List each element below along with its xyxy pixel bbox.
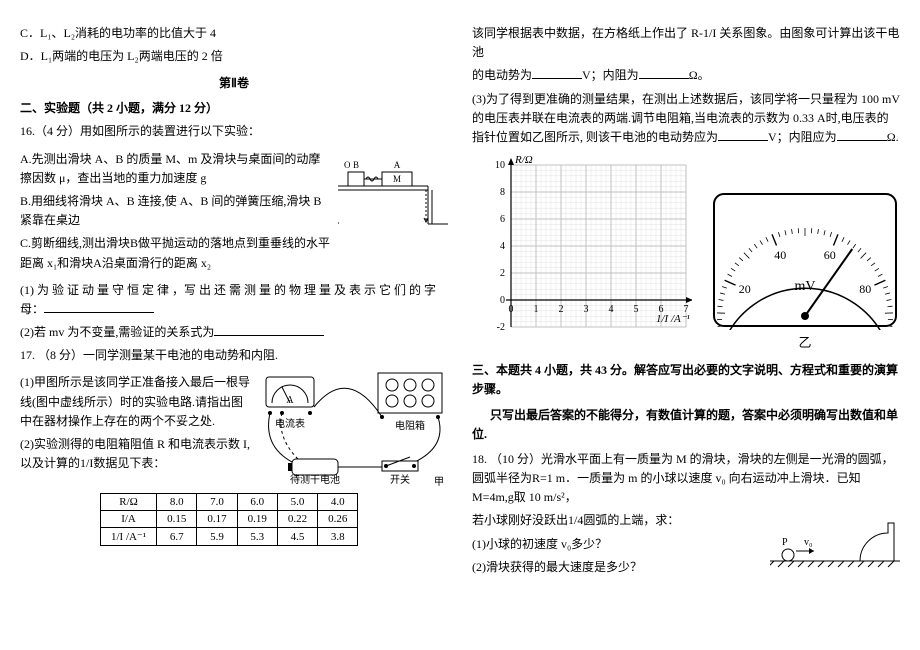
fig-q17-circuit: A 电流表 电阻箱 待测干电池 xyxy=(258,369,448,489)
svg-text:1: 1 xyxy=(534,304,539,315)
svg-text:开关: 开关 xyxy=(390,473,410,486)
svg-text:20: 20 xyxy=(739,282,751,296)
svg-text:-2: -2 xyxy=(497,322,505,333)
q16-b: B.用细线将滑块 A、B 连接,使 A、B 间的弹簧压缩,滑块 B 紧靠在桌边 xyxy=(20,192,330,230)
svg-text:4: 4 xyxy=(609,304,614,315)
q18-head: 18. （10 分）光滑水平面上有一质量为 M 的滑块，滑块的左侧是一光滑的圆弧… xyxy=(472,450,900,508)
svg-text:R/Ω: R/Ω xyxy=(514,154,533,166)
svg-text:电阻箱: 电阻箱 xyxy=(395,419,425,432)
svg-text:v₀: v₀ xyxy=(804,537,813,548)
q17-part3: (3)为了得到更准确的测量结果，在测出上述数据后，该同学将一只量程为 100 m… xyxy=(472,90,900,148)
label-B: B xyxy=(353,160,359,170)
svg-text:6: 6 xyxy=(500,214,505,225)
q16-c: C.剪断细线,测出滑块B做平抛运动的落地点到重垂线的水平距离 x₁和滑块A沿桌面… xyxy=(20,234,330,272)
svg-text:60: 60 xyxy=(824,248,836,262)
option-d: D．L₁两端的电压为 L₂两端电压的 2 倍 xyxy=(20,47,448,66)
table-row: I/A0.150.170.190.220.26 xyxy=(101,511,358,528)
svg-text:40: 40 xyxy=(774,248,786,262)
svg-text:10: 10 xyxy=(495,160,505,171)
svg-text:4: 4 xyxy=(500,241,505,252)
svg-text:8: 8 xyxy=(500,187,505,198)
q17-graph-blank: 的电动势为V；内阻为Ω。 xyxy=(472,66,900,85)
svg-text:3: 3 xyxy=(584,304,589,315)
svg-text:1/I /A⁻¹: 1/I /A⁻¹ xyxy=(656,313,690,325)
section-3-title: 三、本题共 4 小题，共 43 分。解答应写出必要的文字说明、方程式和重要的演算… xyxy=(472,361,900,399)
label-M: M xyxy=(393,174,401,184)
part2-title: 第Ⅱ卷 xyxy=(20,74,448,91)
table-row: 1/I /A⁻¹6.75.95.34.53.8 xyxy=(101,528,358,546)
svg-text:0: 0 xyxy=(509,304,514,315)
svg-text:2: 2 xyxy=(500,268,505,279)
q16-head: 16.（4 分）用如图所示的装置进行以下实验： xyxy=(20,122,448,141)
label-A: A xyxy=(394,160,401,170)
label-O: O xyxy=(344,160,351,170)
q16-a: A.先测出滑块 A、B 的质量 M、m 及滑块与桌面间的动摩擦因数 μ，查出当地… xyxy=(20,150,330,188)
fig-q18: P v₀ xyxy=(770,511,900,571)
svg-text:待测干电池: 待测干电池 xyxy=(290,473,340,486)
svg-text:甲: 甲 xyxy=(434,477,444,488)
svg-text:0: 0 xyxy=(500,295,505,306)
q17-data-table: R/Ω8.07.06.05.04.0I/A0.150.170.190.220.2… xyxy=(100,493,358,546)
section-2-title: 二、实验题（共 2 小题，满分 12 分） xyxy=(20,99,448,116)
table-row: R/Ω8.07.06.05.04.0 xyxy=(101,494,358,511)
q17-head: 17. （8 分）一同学测量某干电池的电动势和内阻. xyxy=(20,346,448,365)
svg-text:2: 2 xyxy=(559,304,564,315)
q16-part1: (1) 为 验 证 动 量 守 恒 定 律 ，写 出 还 需 测 量 的 物 理… xyxy=(20,281,448,319)
svg-text:电流表: 电流表 xyxy=(275,417,305,430)
q17-1: (1)甲图所示是该同学正准备接入最后一根导线(图中虚线所示）时的实验电路.请指出… xyxy=(20,373,250,431)
q17-graph-intro: 该同学根据表中数据，在方格纸上作出了 R-1/I 关系图象。由图象可计算出该干电… xyxy=(472,24,900,62)
q16-part2: (2)若 mv 为不变量,需验证的关系式为 xyxy=(20,323,448,342)
svg-text:mV: mV xyxy=(795,279,816,294)
option-c: C．L₁、L₂消耗的电功率的比值大于 4 xyxy=(20,24,448,43)
svg-text:A: A xyxy=(286,395,294,406)
fig-r-graph: 01234567-20246810R/Ω1/I /A⁻¹ xyxy=(472,151,692,351)
svg-text:5: 5 xyxy=(634,304,639,315)
section-3-sub: 只写出最后答案的不能得分，有数值计算的题，答案中必须明确写出数值和单位. xyxy=(472,406,900,444)
fig-voltmeter: 020406080100mV 乙 xyxy=(710,190,900,351)
fig-q16: B A M O xyxy=(338,146,448,226)
q17-2: (2)实验测得的电阻箱阻值 R 和电流表示数 I, 以及计算的1/I数据见下表： xyxy=(20,435,250,473)
svg-text:P: P xyxy=(782,537,788,548)
svg-text:80: 80 xyxy=(859,282,871,296)
